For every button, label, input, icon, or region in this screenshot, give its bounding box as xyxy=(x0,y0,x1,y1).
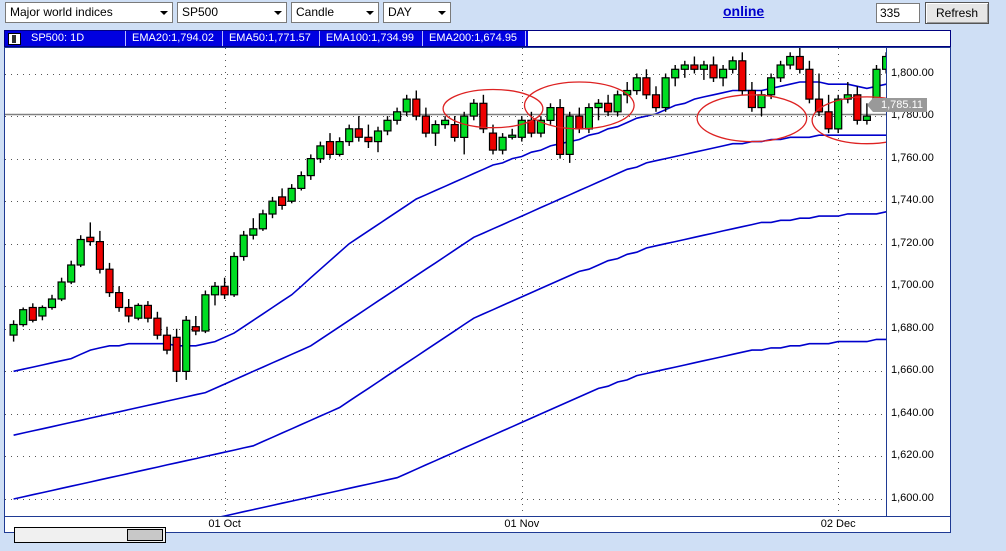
price-tick-label: 1,680.00 xyxy=(891,321,934,334)
symbol-select[interactable]: SP500 xyxy=(177,2,287,23)
legend-ema100: EMA100:1,734.99 xyxy=(320,31,423,46)
price-tick-label: 1,740.00 xyxy=(891,194,934,207)
scrollbar-thumb[interactable] xyxy=(127,529,163,541)
horizontal-scrollbar[interactable] xyxy=(14,527,166,543)
chevron-down-icon[interactable] xyxy=(362,3,378,22)
chart-frame: 1,800.00 1,780.00 1,760.00 1,740.00 1,720.00… xyxy=(4,47,951,517)
price-axis[interactable]: 1,800.00 1,780.00 1,760.00 1,740.00 1,720.00… xyxy=(866,48,950,516)
indicator-legend-bar: SP500: 1D EMA20:1,794.02 EMA50:1,771.57 … xyxy=(4,30,951,47)
date-tick-label: 01 Nov xyxy=(504,518,540,530)
online-link[interactable]: online xyxy=(723,3,765,19)
legend-ema200: EMA200:1,674.95 xyxy=(423,31,527,46)
chart-canvas xyxy=(5,48,935,516)
date-tick-label: 02 Dec xyxy=(820,518,856,530)
last-price-marker: 1,785.11 xyxy=(866,98,928,113)
price-tick-label: 1,620.00 xyxy=(891,449,934,462)
chart-window-icon[interactable] xyxy=(8,32,21,45)
date-tick-label: 01 Oct xyxy=(208,518,241,530)
legend-ema20: EMA20:1,794.02 xyxy=(126,31,223,46)
price-tick-label: 1,760.00 xyxy=(891,151,934,164)
bars-count-input[interactable] xyxy=(876,3,920,23)
chevron-down-icon[interactable] xyxy=(270,3,286,22)
refresh-button[interactable]: Refresh xyxy=(925,2,989,24)
price-tick-label: 1,600.00 xyxy=(891,491,934,504)
period-select[interactable]: DAY xyxy=(383,2,451,23)
toolbar: Major world indices SP500 Candle DAY onl… xyxy=(0,0,1006,28)
legend-ema50: EMA50:1,771.57 xyxy=(223,31,320,46)
price-tick-label: 1,640.00 xyxy=(891,406,934,419)
period-select-value: DAY xyxy=(388,5,412,19)
price-tick-label: 1,720.00 xyxy=(891,236,934,249)
chart-style-select[interactable]: Candle xyxy=(291,2,379,23)
price-tick-label: 1,660.00 xyxy=(891,364,934,377)
symbol-select-value: SP500 xyxy=(182,5,219,19)
legend-spacer xyxy=(528,31,950,46)
chart-style-select-value: Candle xyxy=(296,5,335,19)
date-axis: 01 Oct 01 Nov 02 Dec xyxy=(4,517,951,533)
legend-symbol: SP500: 1D xyxy=(25,31,126,46)
price-tick-label: 1,700.00 xyxy=(891,279,934,292)
chart-plot-area[interactable] xyxy=(5,48,935,516)
price-tick-label: 1,800.00 xyxy=(891,66,934,79)
market-select[interactable]: Major world indices xyxy=(5,2,173,23)
chevron-down-icon[interactable] xyxy=(156,3,172,22)
chevron-down-icon[interactable] xyxy=(434,3,450,22)
market-select-value: Major world indices xyxy=(10,5,113,19)
